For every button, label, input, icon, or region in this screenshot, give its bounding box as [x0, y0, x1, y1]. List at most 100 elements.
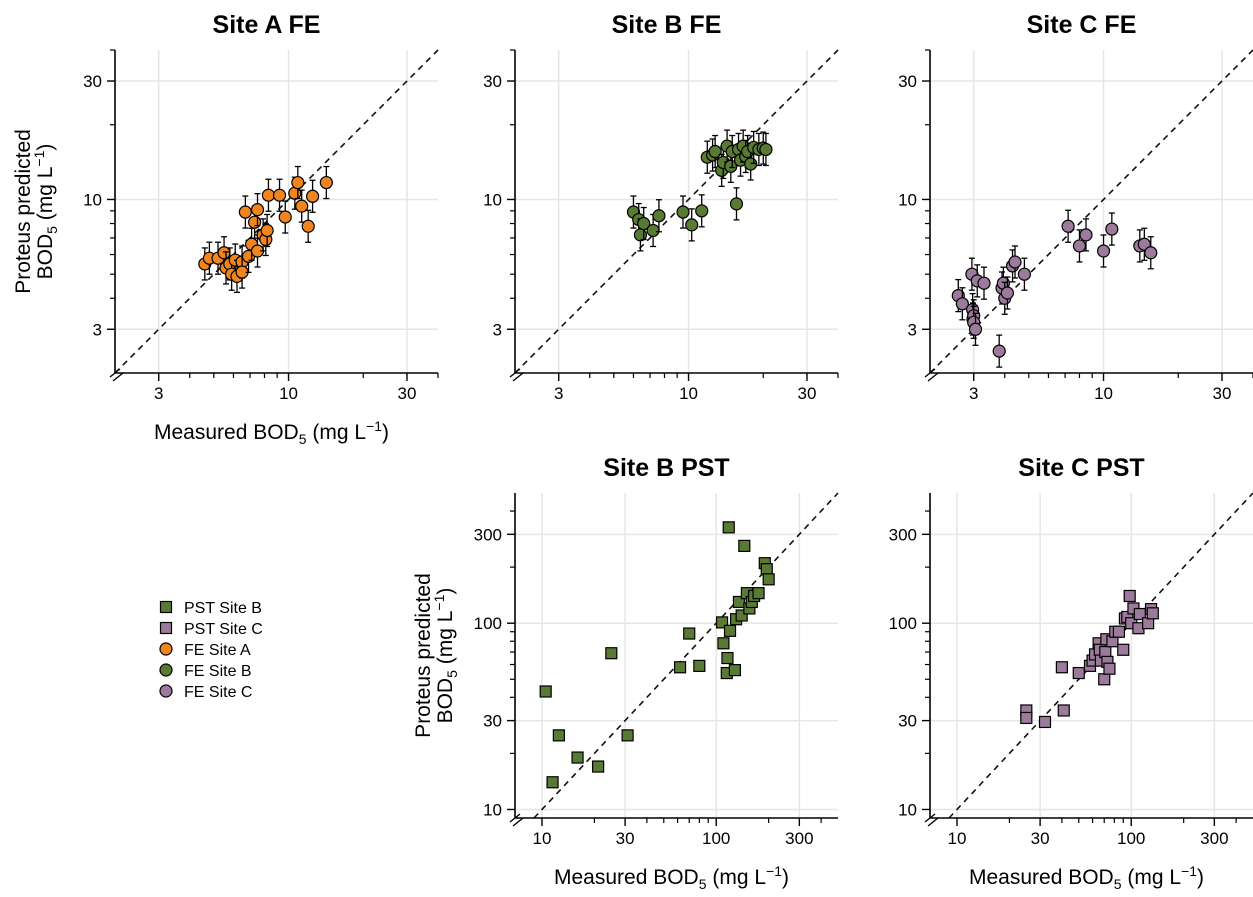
data-point — [752, 587, 765, 600]
x-tick-label: 10 — [533, 829, 552, 848]
axis-label-sub: 5 — [699, 876, 707, 892]
x-axis-label: Measured BOD5 (mg L−1) — [154, 418, 389, 447]
axis-label-sub: 5 — [44, 226, 60, 234]
x-tick-label: 30 — [398, 384, 417, 403]
axis-break-mark — [512, 817, 524, 827]
data-point — [272, 188, 287, 202]
data-point — [1061, 219, 1075, 233]
axis-label-post: (mg L — [707, 866, 767, 889]
legend: PST Site B PST Site C FE Site A FE Site B FE… — [159, 600, 263, 701]
x-tick-label: 30 — [1031, 829, 1050, 848]
axis-label-pre: Measured BOD — [969, 866, 1114, 889]
data-point — [685, 218, 699, 232]
x-tick-label: 300 — [785, 829, 813, 848]
axis-label-post: (mg L — [1122, 866, 1182, 889]
y-tick-label: 10 — [83, 190, 102, 209]
y-tick-label: 3 — [93, 320, 102, 339]
y-axis-label-line1: Proteus predicted — [412, 573, 435, 738]
data-point — [592, 760, 605, 773]
data-series — [198, 165, 333, 294]
axis-label-pre: Measured BOD — [554, 866, 699, 889]
data-series — [1020, 589, 1159, 729]
axis-label-end: ) — [382, 421, 389, 444]
axis-label-sup: −1 — [1181, 863, 1197, 879]
data-point — [1096, 244, 1111, 258]
data-point — [291, 175, 305, 190]
legend-marker — [159, 600, 173, 614]
x-tick-label: 300 — [1200, 829, 1228, 848]
panel-site-c-fe: 3 3 10 10 30 30 Site C FE — [898, 11, 1253, 403]
y-tick-label: 30 — [898, 72, 917, 91]
data-point — [1144, 246, 1158, 260]
y-tick-label: 30 — [483, 72, 502, 91]
data-point — [977, 276, 991, 290]
axis-label-post: (mg L — [34, 167, 57, 227]
data-series — [539, 521, 775, 789]
axis-break-mark — [927, 817, 939, 827]
legend-marker — [159, 642, 173, 656]
y-tick-label: 30 — [83, 72, 102, 91]
one-to-one-line — [533, 492, 839, 819]
data-point — [1112, 625, 1126, 638]
x-tick-label: 30 — [1213, 384, 1232, 403]
axis-label-end: ) — [1197, 866, 1204, 889]
data-point — [637, 216, 651, 231]
data-point — [605, 647, 618, 660]
panel-site-c-pst: 10 10 30 30 100 100 300 300 Site C PST Measured B… — [889, 454, 1253, 892]
data-point — [721, 651, 734, 665]
axis-label-sup: −1 — [766, 863, 782, 879]
y-axis-label-line2: BOD5 (mg L−1) — [431, 588, 460, 724]
data-point — [1146, 607, 1159, 620]
data-point — [759, 142, 773, 157]
x-axis-label: Measured BOD5 (mg L−1) — [969, 863, 1204, 892]
y-axis-label-line2: BOD5 (mg L−1) — [31, 144, 60, 280]
data-point — [1072, 239, 1087, 253]
data-point — [1072, 666, 1085, 680]
axis-label-sup: −1 — [31, 150, 47, 166]
data-series — [626, 129, 773, 252]
y-tick-label: 300 — [474, 525, 502, 544]
data-point — [693, 659, 706, 672]
data-point — [278, 210, 292, 224]
x-tick-label: 100 — [1117, 829, 1145, 848]
data-point — [673, 661, 687, 674]
data-point — [250, 203, 265, 217]
data-point — [552, 729, 565, 742]
x-tick-label: 10 — [948, 829, 967, 848]
legend-label: FE Site A — [184, 642, 251, 659]
y-tick-label: 100 — [474, 614, 502, 633]
data-point — [238, 205, 252, 219]
data-point — [723, 624, 737, 637]
x-tick-label: 30 — [798, 384, 817, 403]
y-tick-label: 30 — [898, 712, 917, 731]
x-tick-label: 10 — [679, 384, 698, 403]
data-point — [546, 776, 559, 789]
data-point — [722, 521, 735, 534]
data-point — [1017, 267, 1031, 281]
data-point — [539, 685, 552, 698]
data-point — [261, 188, 276, 202]
y-axis-label-line1: Proteus predicted — [12, 129, 35, 294]
panel-site-b-fe: 3 3 10 10 30 30 Site B FE — [483, 11, 839, 403]
data-point — [735, 609, 748, 622]
legend-label: PST Site C — [184, 621, 263, 638]
axis-label-pre: Measured BOD — [154, 421, 299, 444]
data-point — [1117, 643, 1130, 656]
legend-label: PST Site B — [184, 600, 262, 617]
x-tick-label: 3 — [554, 384, 563, 403]
data-point — [683, 627, 696, 640]
axis-label-end: ) — [782, 866, 789, 889]
axis-break-mark — [509, 368, 521, 378]
data-point — [732, 595, 746, 609]
axis-label-post: (mg L — [434, 611, 457, 671]
axis-label-end: ) — [434, 588, 457, 595]
axis-break-mark — [924, 368, 936, 378]
axis-break-mark — [109, 368, 121, 378]
axis-break-mark — [512, 372, 524, 382]
data-point — [729, 197, 744, 211]
axis-label-pre: BOD — [434, 678, 457, 724]
axis-break-mark — [927, 372, 939, 382]
one-to-one-line — [114, 49, 439, 374]
axis-break-mark — [112, 372, 124, 382]
